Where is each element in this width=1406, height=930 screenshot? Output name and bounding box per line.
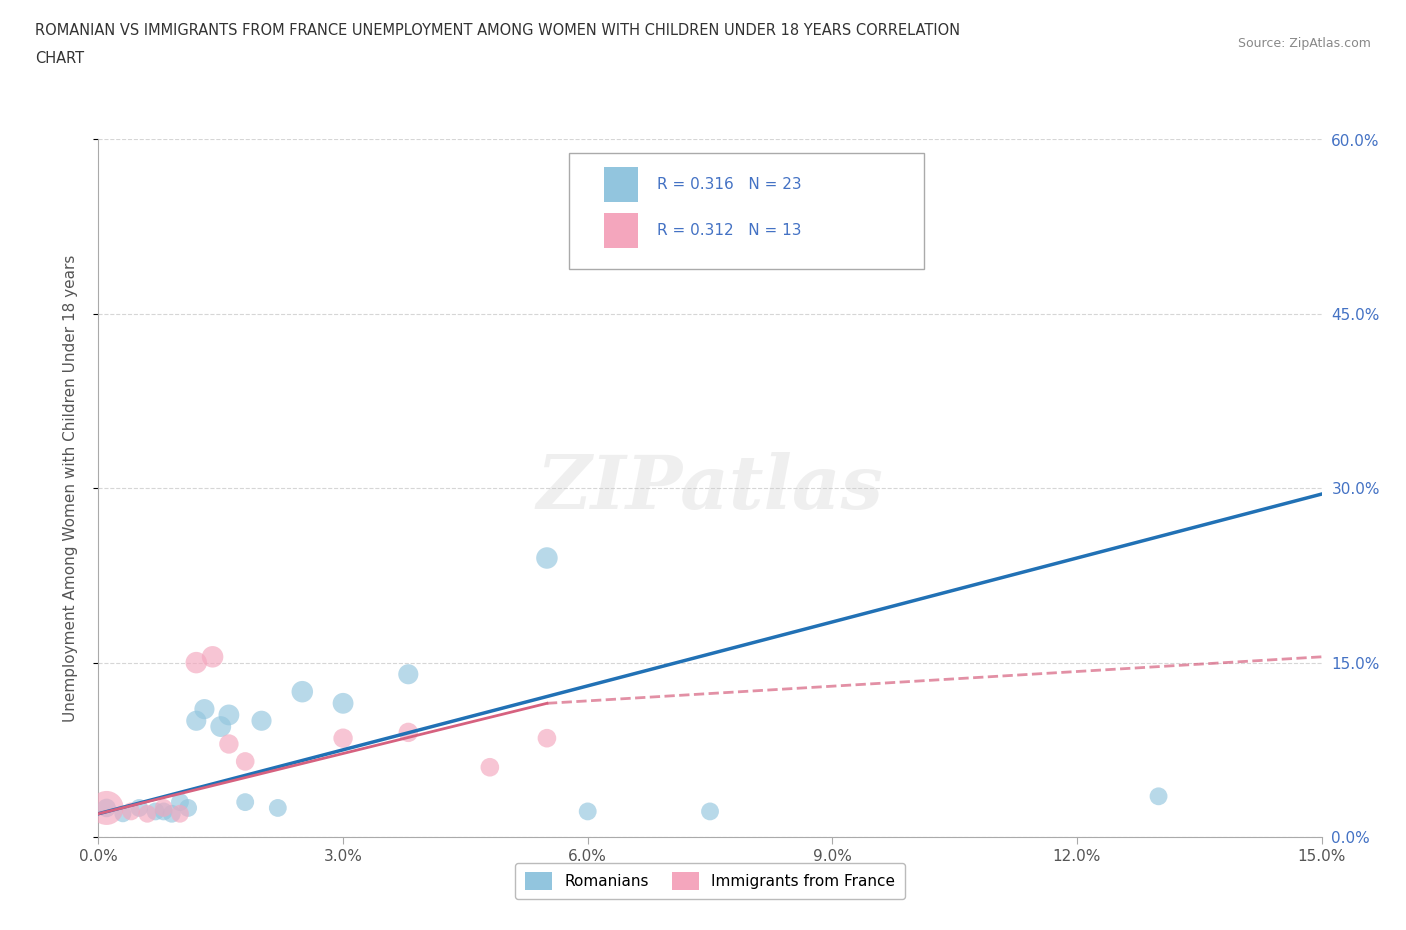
FancyBboxPatch shape [569,153,924,269]
Point [267,801,290,816]
Text: R = 0.316   N = 23: R = 0.316 N = 23 [658,178,801,193]
Point [152,804,174,819]
Point [201,649,224,664]
Text: ZIPatlas: ZIPatlas [537,452,883,525]
Point [536,731,558,746]
Point [152,801,174,816]
Point [136,806,159,821]
Point [186,656,208,671]
Text: R = 0.312   N = 13: R = 0.312 N = 13 [658,222,801,238]
Point [332,696,354,711]
Point [396,725,419,740]
Point [111,806,134,821]
Point [396,667,419,682]
Point [96,801,118,816]
Legend: Romanians, Immigrants from France: Romanians, Immigrants from France [516,863,904,899]
Point [160,806,183,821]
Text: ROMANIAN VS IMMIGRANTS FROM FRANCE UNEMPLOYMENT AMONG WOMEN WITH CHILDREN UNDER : ROMANIAN VS IMMIGRANTS FROM FRANCE UNEMP… [35,23,960,38]
Point [120,804,142,819]
Point [218,737,240,751]
Point [218,708,240,723]
Point [209,719,232,734]
Point [1147,789,1170,804]
Point [193,701,215,716]
Point [250,713,273,728]
Point [96,801,118,816]
Text: CHART: CHART [35,51,84,66]
Point [233,794,256,809]
Point [128,801,150,816]
FancyBboxPatch shape [603,167,638,203]
Point [862,179,884,193]
Point [186,713,208,728]
Point [145,804,167,819]
Point [332,731,354,746]
Y-axis label: Unemployment Among Women with Children Under 18 years: Unemployment Among Women with Children U… [63,255,77,722]
Point [699,804,721,819]
Point [536,551,558,565]
Point [291,684,314,699]
Point [169,794,191,809]
Point [177,801,200,816]
FancyBboxPatch shape [603,213,638,247]
Point [169,806,191,821]
Text: Source: ZipAtlas.com: Source: ZipAtlas.com [1237,37,1371,50]
Point [576,804,599,819]
Point [233,754,256,769]
Point [478,760,501,775]
